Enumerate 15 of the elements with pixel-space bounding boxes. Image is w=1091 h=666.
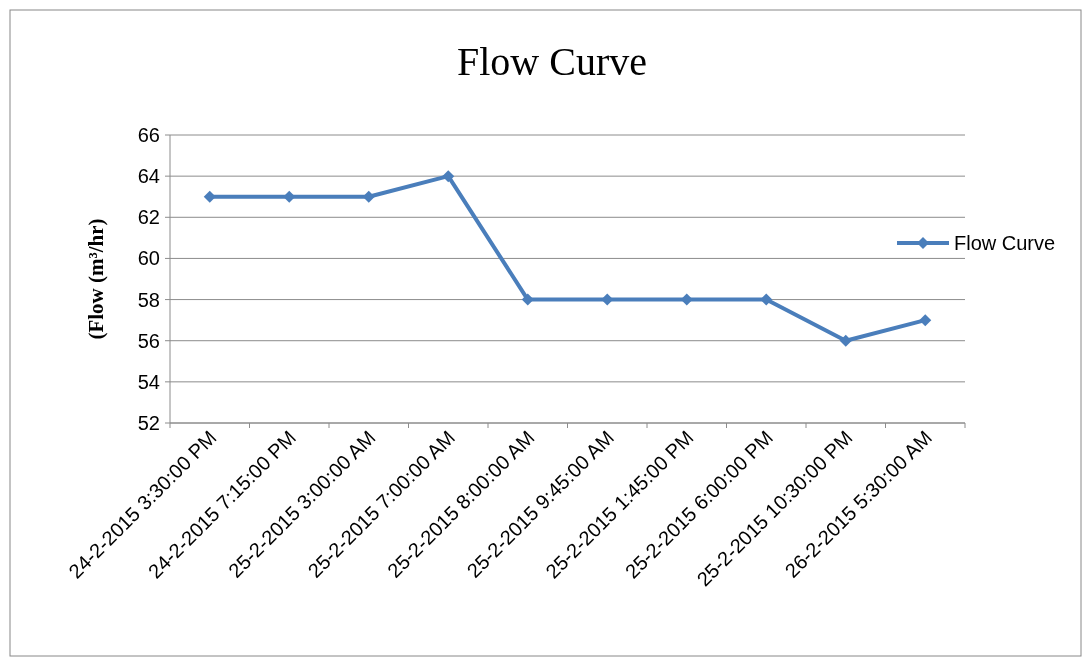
- y-tick-label: 64: [137, 165, 160, 188]
- legend-label: Flow Curve: [954, 232, 1056, 254]
- point: [442, 170, 455, 183]
- point: [919, 314, 932, 327]
- y-axis-title: (Flow (m³/hr): [84, 218, 108, 340]
- point: [203, 190, 216, 203]
- chart-title: Flow Curve: [457, 39, 647, 84]
- y-tick-label: 58: [137, 288, 160, 311]
- y-tick-label: 54: [137, 370, 160, 393]
- y-tick-label: 52: [137, 412, 160, 434]
- point: [839, 334, 852, 347]
- y-tick-label: 62: [137, 206, 160, 229]
- y-tick-label: 66: [137, 124, 160, 146]
- y-tick-label: 56: [137, 329, 160, 352]
- y-tick-label: 60: [137, 247, 160, 270]
